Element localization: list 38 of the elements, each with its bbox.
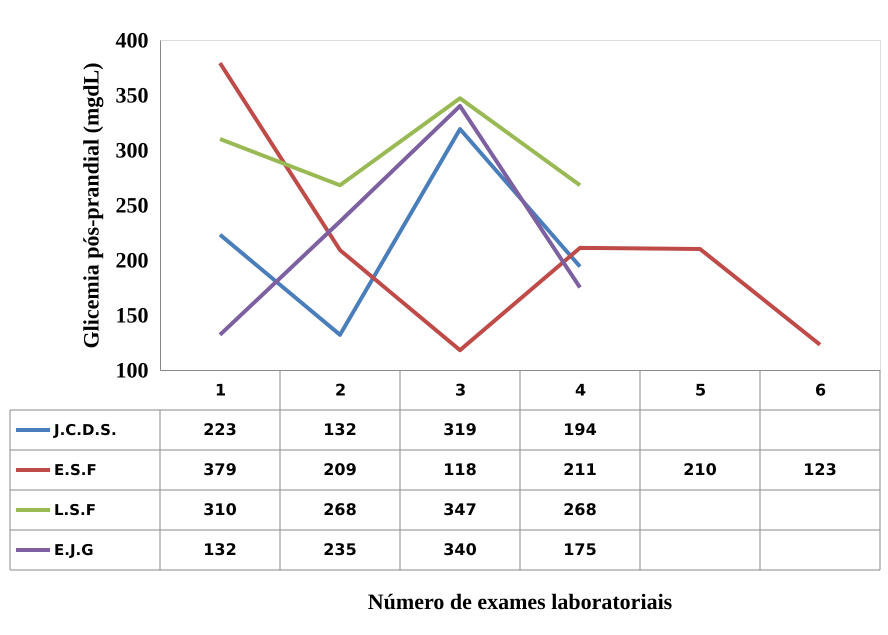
y-tick-label: 200 — [116, 248, 148, 272]
data-label: 319 — [443, 420, 477, 439]
data-label: 310 — [203, 500, 237, 519]
x-tick-label: 4 — [574, 380, 586, 400]
data-label: 118 — [443, 460, 477, 479]
x-tick-label: 3 — [454, 380, 466, 400]
data-label: 194 — [563, 420, 597, 439]
data-label: 210 — [683, 460, 717, 479]
data-label: 123 — [803, 460, 837, 479]
y-tick-label: 100 — [116, 358, 148, 382]
data-label: 132 — [203, 540, 237, 559]
legend-label: L.S.F — [54, 501, 96, 519]
text: Número de exames laboratoriais — [368, 589, 673, 614]
data-label: 379 — [203, 460, 237, 479]
x-tick-label: 1 — [214, 380, 226, 400]
x-tick-label: 2 — [334, 380, 346, 400]
data-label: 235 — [323, 540, 357, 559]
legend-label: E.J.G — [54, 541, 94, 559]
data-label: 175 — [563, 540, 597, 559]
data-label: 209 — [323, 460, 357, 479]
y-axis-title: Glicemia pós-prandial (mgdL) — [78, 62, 104, 349]
x-tick-label: 6 — [814, 380, 826, 400]
data-label: 347 — [443, 500, 477, 519]
x-tick-label: 5 — [694, 380, 706, 400]
data-label: 223 — [203, 420, 237, 439]
line-series — [218, 61, 822, 352]
data-label: 211 — [563, 460, 597, 479]
y-tick-label: 400 — [116, 28, 148, 52]
legend-label: E.S.F — [54, 461, 97, 479]
y-tick-label: 150 — [116, 302, 148, 328]
data-label: 268 — [323, 500, 357, 519]
data-label: 268 — [563, 500, 597, 519]
legend-label: J.C.D.S. — [53, 421, 117, 439]
y-tick-label: 350 — [116, 82, 148, 108]
y-tick-label: 250 — [116, 192, 148, 218]
y-tick-label: 300 — [116, 138, 148, 162]
data-label: 132 — [323, 420, 357, 439]
data-label: 340 — [443, 540, 477, 559]
